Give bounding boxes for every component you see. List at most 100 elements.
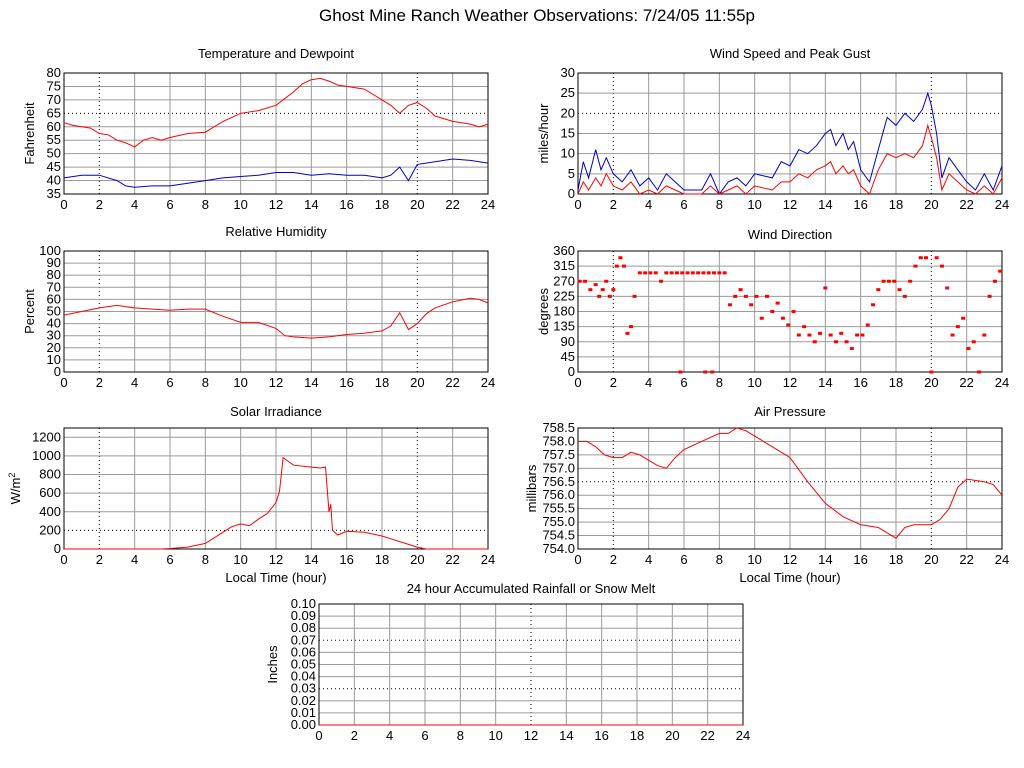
wdir-point [712,271,717,275]
wdir-point [844,340,849,344]
wdir-point [722,271,727,275]
temp-ytick-label: 50 [47,146,61,161]
wdir-xtick-label: 0 [574,375,581,390]
pressure-ylabel: millibars [524,464,539,512]
temp-xtick-label: 10 [233,197,247,212]
temp-ytick-label: 60 [47,119,61,134]
wind-ytick-label: 0 [568,186,575,201]
rain-ytick-label: 0.03 [291,681,316,696]
rh-ytick-label: 40 [47,316,61,331]
temp-xtick-label: 6 [166,197,173,212]
wdir-point [770,310,775,313]
wdir-point [833,340,838,344]
wind-xtick-label: 22 [959,197,973,212]
wdir-point [629,325,633,329]
solar-xtick-label: 8 [202,552,209,567]
rh-ytick-label: 90 [47,255,61,270]
temp-xtick-label: 0 [60,197,67,212]
solar-ytick-label: 0 [54,541,61,556]
wdir-ytick-label: 45 [561,349,575,364]
wdir-point [913,264,918,268]
temp-series-line [63,158,489,188]
rain-xtick-label: 24 [736,728,750,743]
wdir-point [680,271,685,275]
temp-ylabel: Fahrenheit [22,102,37,165]
wind-series-line [577,123,1003,195]
pressure-xtick-label: 0 [574,552,581,567]
rh-ytick-label: 0 [54,364,61,379]
pressure-ytick-label: 758.0 [542,433,575,448]
pressure-xtick-label: 12 [783,552,797,567]
wdir-point [643,271,648,275]
wdir-point [701,271,706,275]
temp-ytick-label: 70 [47,92,61,107]
solar-ytick-label: 400 [39,504,61,519]
wdir-point [950,333,955,337]
temp-ytick-label: 80 [47,65,61,80]
rain-xtick-label: 22 [700,728,714,743]
wdir-point [738,288,743,292]
pressure-ytick-label: 756.0 [542,487,575,502]
wdir-point [849,346,854,350]
rain-title: 24 hour Accumulated Rainfall or Snow Mel… [407,581,656,596]
solar-xtick-label: 22 [445,552,459,567]
rh-xtick-label: 12 [269,375,283,390]
pressure-xtick-label: 16 [853,552,867,567]
wind-ytick-label: 10 [561,146,575,161]
rh-title: Relative Humidity [225,224,327,239]
wind-ytick-label: 25 [561,85,575,100]
solar-xtick-label: 20 [410,552,424,567]
temp-ytick-label: 45 [47,159,61,174]
wdir-point [710,370,715,374]
pressure-xtick-label: 10 [747,552,761,567]
pressure-series-line [578,427,1003,539]
wdir-ytick-label: 180 [553,304,575,319]
solar-xtick-label: 12 [269,552,283,567]
solar-xlabel: Local Time (hour) [225,570,326,585]
wind-ytick-label: 20 [561,105,575,120]
pressure-xlabel: Local Time (hour) [739,570,840,585]
wdir-point [696,271,701,275]
rh-xtick-label: 14 [304,375,318,390]
wdir-point [607,294,612,298]
wdir-point [992,279,997,283]
wdir-point [802,325,807,329]
wdir-point [987,294,992,298]
wdir-point [685,271,690,275]
rh-xtick-label: 10 [233,375,247,390]
wdir-frame [577,250,1003,373]
wdir-point [637,271,642,275]
rh-ytick-label: 30 [47,328,61,343]
wdir-point [982,333,987,337]
temp-ytick-label: 40 [47,173,61,188]
solar-ylabel-sup: 2 [7,473,17,478]
temp-xtick-label: 12 [269,197,283,212]
wdir-point [971,340,976,344]
temp-title: Temperature and Dewpoint [198,46,354,61]
pressure-xtick-label: 20 [924,552,938,567]
wdir-point [588,288,593,292]
temp-xtick-label: 24 [481,197,495,212]
rain-ytick-label: 0.06 [291,644,316,659]
wind-ytick-label: 30 [561,65,575,80]
wdir-point [812,340,817,344]
wind-xtick-label: 2 [610,197,617,212]
wdir-point [759,316,764,320]
rh-ytick-label: 100 [39,243,61,258]
rain-xtick-label: 2 [351,728,358,743]
wdir-point [674,271,679,275]
rain-xtick-label: 14 [559,728,573,743]
pressure-frame [577,427,1003,550]
wdir-point [717,271,722,275]
rain-ytick-label: 0.05 [291,657,316,672]
wdir-xtick-label: 24 [995,375,1009,390]
rh-xtick-label: 4 [131,375,138,390]
page-title: Ghost Mine Ranch Weather Observations: 7… [319,6,755,25]
wdir-point [977,370,982,374]
temp-xtick-label: 4 [131,197,138,212]
wdir-point [786,323,791,327]
wdir-point [876,288,881,292]
wdir-point [902,294,907,298]
wdir-xtick-label: 18 [889,375,903,390]
